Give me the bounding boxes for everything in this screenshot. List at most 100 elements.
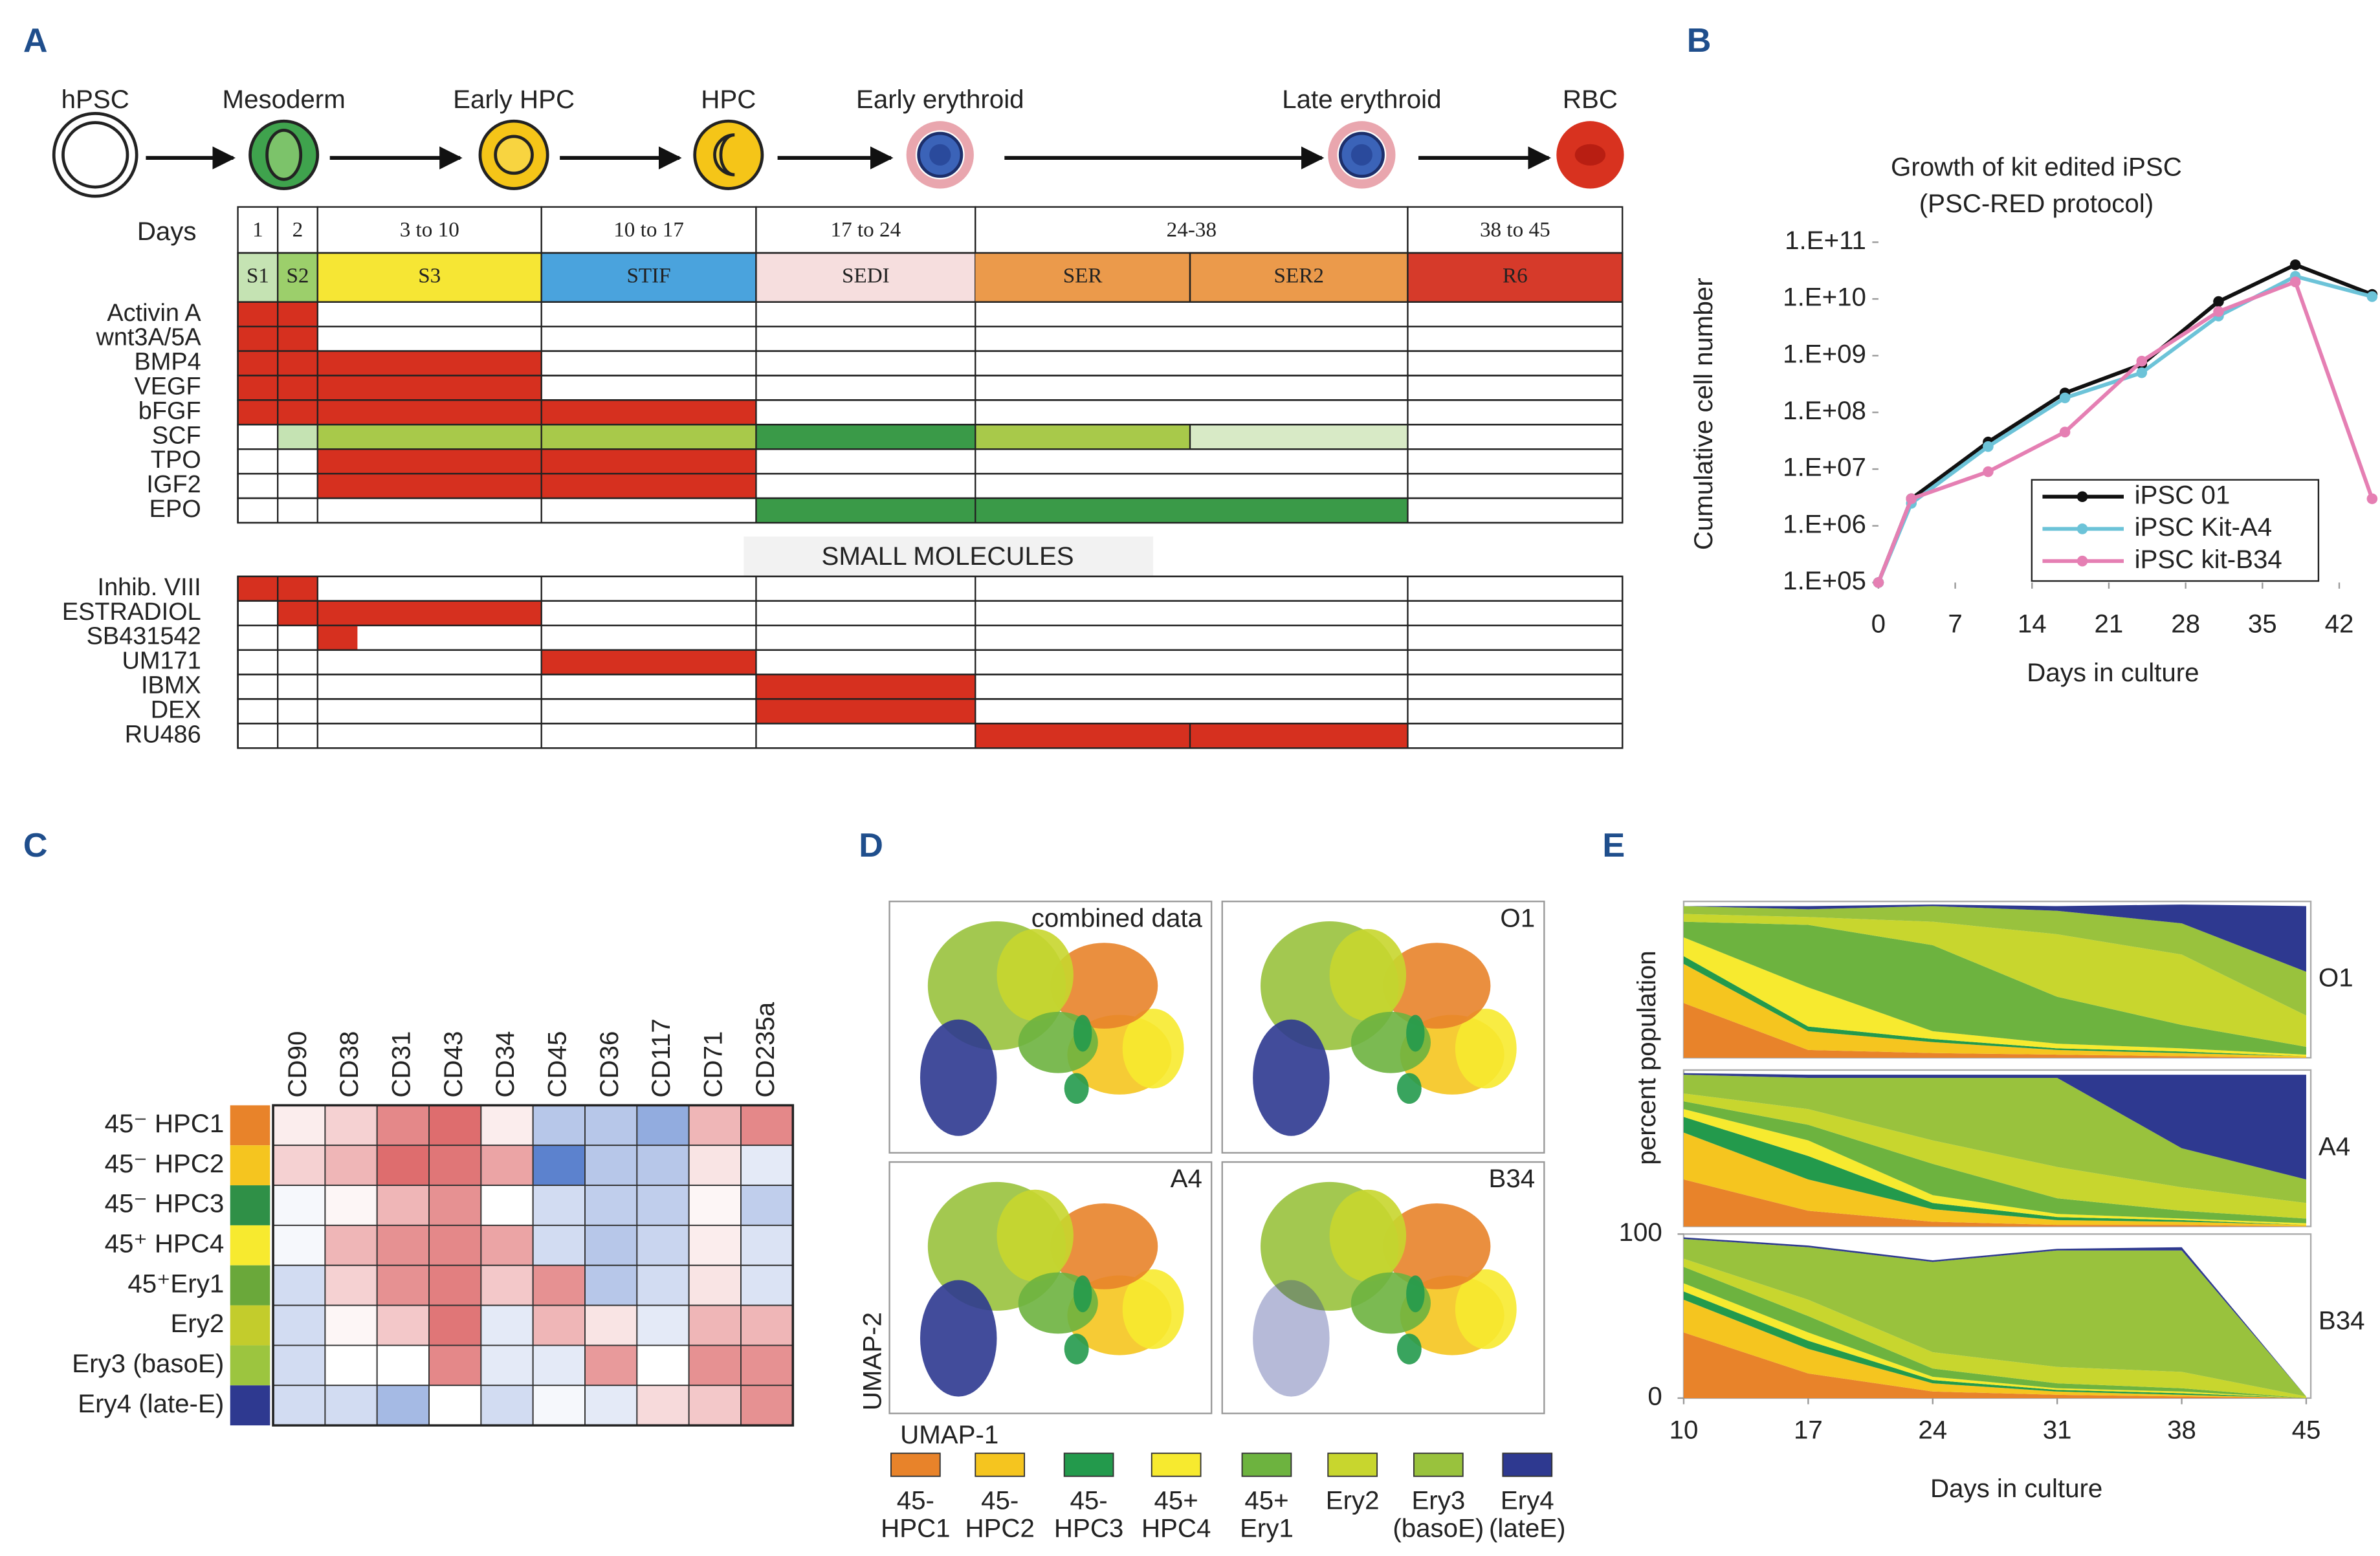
row (237, 624, 1624, 651)
area-title: B34 (2319, 1306, 2365, 1335)
heat-cell (688, 1185, 742, 1226)
heat-cell (480, 1385, 534, 1427)
legend-swatch (890, 1452, 941, 1477)
heat-cell (584, 1344, 638, 1386)
area-title: A4 (2319, 1132, 2350, 1161)
umap-cluster (920, 1280, 997, 1397)
x-tick-label: 38 (2167, 1416, 2196, 1445)
umap-cluster (1122, 1009, 1184, 1089)
medium-cell (540, 252, 757, 303)
medium-cell (1189, 252, 1409, 303)
heat-cell (636, 1104, 690, 1146)
medium-name: STIF (626, 263, 670, 287)
row-fill (756, 498, 1408, 523)
x-tick-label: 7 (1948, 609, 1962, 638)
legend-swatch (1241, 1452, 1292, 1477)
heat-cell (376, 1385, 430, 1427)
legend-label: 45- (1070, 1486, 1108, 1515)
row-label: wnt3A/5A (95, 324, 201, 351)
row (237, 325, 1624, 352)
point (2366, 291, 2378, 302)
umap-cluster (1455, 1009, 1517, 1089)
area-band (1683, 1258, 2306, 1398)
heat-cell (324, 1145, 378, 1187)
heat-cell (532, 1304, 586, 1346)
legend-label: Ery1 (1240, 1513, 1294, 1542)
day-range: 10 to 17 (613, 217, 684, 241)
row-swatch (230, 1225, 270, 1266)
legend-label: (lateE) (1489, 1513, 1566, 1542)
heat-cell (480, 1224, 534, 1266)
legend-swatch (1413, 1452, 1464, 1477)
chart-subtitle: (PSC-RED protocol) (1919, 189, 2154, 218)
umap-cluster (997, 928, 1074, 1022)
stage-label: HPC (701, 85, 756, 114)
legend-label: iPSC Kit-A4 (2135, 512, 2273, 542)
row-fill (317, 449, 756, 474)
row-swatch (230, 1105, 270, 1146)
heat-cell (376, 1264, 430, 1306)
row-outline (237, 723, 1624, 749)
medium-name: S2 (286, 263, 309, 287)
area-title: O1 (2319, 963, 2353, 992)
legend-label: HPC4 (1141, 1513, 1211, 1542)
area-band (1683, 904, 2306, 972)
row-fill (756, 699, 976, 724)
row (237, 649, 1624, 675)
heat-cell (584, 1185, 638, 1226)
umap-cluster (997, 1189, 1074, 1282)
panel-letter: B (1687, 22, 1712, 60)
area-band (1683, 1003, 2306, 1058)
umap-y-label: UMAP-2 (858, 1312, 887, 1410)
legend-swatch (1151, 1452, 1202, 1477)
y-axis-label: Cumulative cell number (1689, 278, 1718, 550)
x-axis-label: Days in culture (1930, 1474, 2102, 1503)
area-band (1683, 956, 2306, 1057)
umap-cluster (920, 1019, 997, 1136)
row-fill (237, 400, 756, 425)
row-label: Ery3 (basoE) (72, 1349, 224, 1378)
area-band (1683, 1332, 2306, 1398)
heat-cell (428, 1385, 482, 1427)
area-band (1683, 1239, 2306, 1397)
x-tick-label: 0 (1871, 609, 1886, 638)
point (2289, 259, 2301, 270)
column-label: CD31 (387, 1031, 416, 1098)
day-range: 24-38 (1167, 217, 1217, 241)
legend-label: HPC3 (1054, 1513, 1123, 1542)
row-fill (317, 625, 358, 650)
area-band (1683, 1101, 2306, 1223)
heat-cell (480, 1304, 534, 1346)
x-tick-label: 10 (1669, 1416, 1699, 1445)
heat-cell (324, 1264, 378, 1306)
series-line (1877, 263, 2373, 584)
small-molecules-box (744, 536, 1154, 576)
heat-cell (688, 1264, 742, 1306)
legend-label: Ery3 (1411, 1486, 1465, 1515)
row-label: TPO (151, 446, 201, 474)
medium-cell (1407, 252, 1624, 303)
heat-cell (480, 1145, 534, 1187)
point (2213, 306, 2224, 317)
cell-icon (1574, 144, 1606, 166)
legend-label: 45+ (1244, 1486, 1288, 1515)
umap-cluster (1396, 1073, 1422, 1104)
day-range: 1 (252, 217, 263, 241)
point (2136, 367, 2148, 378)
row-fill (278, 424, 318, 450)
umap-cluster (1329, 1189, 1407, 1282)
heat-cell (272, 1145, 326, 1187)
x-axis-label: Days in culture (2027, 658, 2199, 687)
cell-icon (494, 135, 534, 175)
row-label: BMP4 (134, 349, 201, 376)
heat-cell (324, 1185, 378, 1226)
medium-name: S1 (247, 263, 269, 287)
row-fill (975, 723, 1408, 749)
row-label: IGF2 (146, 471, 201, 498)
heat-cell (688, 1385, 742, 1427)
row-label: IBMX (141, 672, 201, 699)
row-label: 45⁻ HPC2 (105, 1149, 225, 1178)
panel-letter: C (23, 827, 48, 864)
point (2366, 493, 2378, 505)
